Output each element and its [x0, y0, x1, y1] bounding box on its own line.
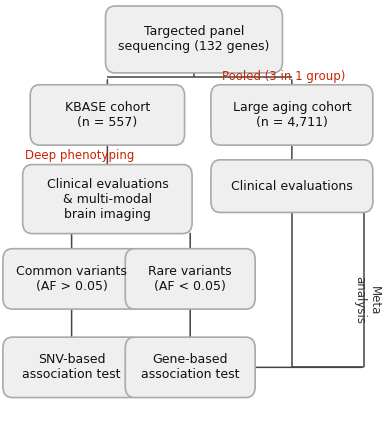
FancyBboxPatch shape: [125, 249, 255, 309]
FancyBboxPatch shape: [125, 337, 255, 398]
Text: Clinical evaluations
& multi-modal
brain imaging: Clinical evaluations & multi-modal brain…: [46, 177, 168, 221]
FancyBboxPatch shape: [30, 85, 185, 145]
Text: SNV-based
association test: SNV-based association test: [22, 354, 121, 382]
Text: Common variants
(AF > 0.05): Common variants (AF > 0.05): [16, 265, 127, 293]
FancyBboxPatch shape: [106, 6, 283, 73]
Text: Clinical evaluations: Clinical evaluations: [231, 180, 353, 193]
Text: Pooled (3 in 1 group): Pooled (3 in 1 group): [222, 70, 346, 83]
Text: Meta
analysis: Meta analysis: [353, 277, 381, 325]
Text: Gene-based
association test: Gene-based association test: [141, 354, 240, 382]
Text: Large aging cohort
(n = 4,711): Large aging cohort (n = 4,711): [233, 101, 351, 129]
FancyBboxPatch shape: [3, 249, 140, 309]
Text: KBASE cohort
(n = 557): KBASE cohort (n = 557): [65, 101, 150, 129]
Text: Deep phenotyping: Deep phenotyping: [25, 149, 135, 162]
Text: Targected panel
sequencing (132 genes): Targected panel sequencing (132 genes): [118, 25, 270, 53]
FancyBboxPatch shape: [211, 160, 373, 212]
FancyBboxPatch shape: [3, 337, 140, 398]
Text: Rare variants
(AF < 0.05): Rare variants (AF < 0.05): [148, 265, 232, 293]
FancyBboxPatch shape: [23, 165, 192, 234]
FancyBboxPatch shape: [211, 85, 373, 145]
